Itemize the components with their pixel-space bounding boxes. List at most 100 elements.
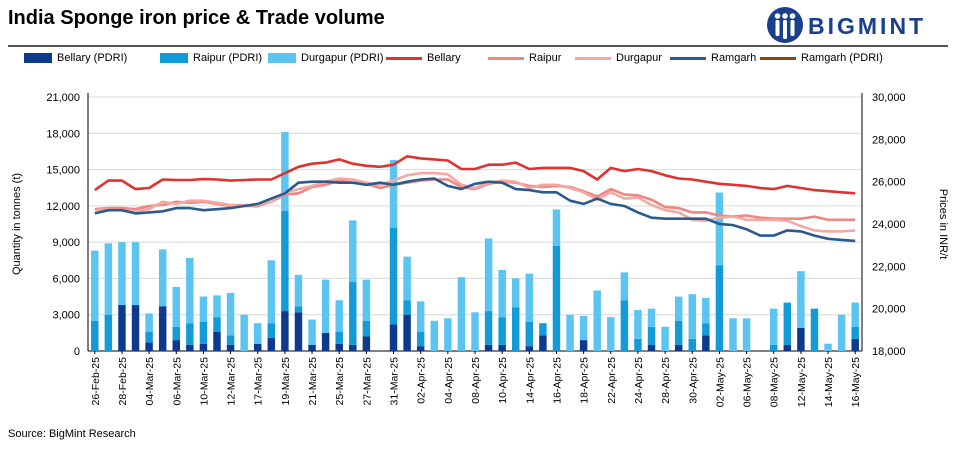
legend-label: Ramgarh: [711, 52, 757, 64]
legend-label: Raipur: [529, 52, 562, 64]
bar-segment: [512, 307, 520, 351]
legend-item: Durgapur: [575, 52, 662, 64]
bigmint-logo: BIGMINT: [766, 6, 946, 46]
bar-segment: [362, 320, 371, 337]
bar-segment: [552, 245, 561, 351]
bar-segment: [335, 300, 343, 332]
chart-legend: Bellary (PDRI) Raipur (PDRI) Durgapur (PDR…: [0, 52, 956, 68]
x-tick-label: 17-Mar-25: [253, 357, 265, 406]
x-tick-label: 10-Apr-25: [497, 357, 509, 404]
bar-segment: [199, 296, 208, 322]
legend-label: Durgapur: [616, 52, 662, 64]
bar-segment: [620, 272, 629, 301]
y2-tick-label: 18,000: [872, 346, 906, 358]
bar-segment: [267, 337, 276, 351]
x-tick-label: 27-Mar-25: [361, 357, 373, 406]
x-tick-label: 28-Apr-25: [660, 357, 672, 404]
title-divider: [8, 45, 948, 47]
bar-segment: [661, 326, 669, 351]
bar-segment: [607, 317, 615, 351]
bar-segment: [403, 256, 411, 301]
x-tick-label: 08-May-25: [769, 357, 781, 407]
x-tick-label: 25-Mar-25: [334, 357, 346, 406]
legend-swatch: [670, 56, 706, 60]
x-tick-label: 04-Apr-25: [443, 357, 455, 404]
bar-segment: [389, 324, 398, 351]
bar-segment: [213, 317, 221, 332]
x-tick-label: 22-Apr-25: [606, 357, 618, 404]
x-tick-label: 04-Mar-25: [144, 357, 156, 406]
bar-segment: [308, 344, 316, 351]
bar-segment: [281, 311, 289, 351]
bar-segment: [484, 344, 493, 351]
bar-segment: [349, 344, 357, 351]
y-tick-label: 9,000: [52, 237, 80, 249]
y2-tick-label: 22,000: [872, 261, 906, 273]
y2-tick-label: 20,000: [872, 304, 906, 316]
x-tick-label: 12-May-25: [796, 357, 808, 407]
bar-segment: [321, 279, 330, 333]
x-tick-label: 18-Apr-25: [579, 357, 591, 404]
bar-segment: [308, 319, 316, 345]
bar-segment: [403, 314, 411, 351]
legend-swatch: [24, 53, 52, 63]
bar-segment: [797, 328, 805, 351]
bar-segment: [131, 242, 140, 306]
y-tick-label: 6,000: [52, 273, 80, 285]
bar-segment: [851, 338, 859, 351]
bar-segment: [240, 314, 248, 351]
bar-segment: [729, 318, 737, 351]
bar-segment: [593, 290, 601, 351]
bar-segment: [647, 344, 656, 351]
bar-segment: [715, 192, 724, 266]
bar-segment: [810, 308, 819, 351]
bar-segment: [226, 344, 235, 351]
legend-swatch: [575, 56, 611, 60]
source-note: Source: BigMint Research: [8, 428, 136, 440]
legend-swatch: [760, 56, 796, 60]
bar-segment: [430, 320, 438, 351]
bar-segment: [797, 271, 805, 329]
bar-segment: [539, 323, 547, 336]
bar-segment: [186, 323, 194, 345]
bar-segment: [444, 318, 452, 351]
bar-segment: [498, 269, 506, 318]
bar-segment: [647, 326, 656, 345]
bar-segment: [172, 286, 180, 327]
bar-segment: [566, 314, 574, 351]
legend-label: Bellary (PDRI): [57, 52, 128, 64]
logo-wordmark: BIGMINT: [808, 13, 927, 39]
bar-segment: [335, 331, 343, 344]
series-line: [94, 171, 856, 233]
bar-segment: [254, 323, 262, 344]
bar-segment: [118, 242, 126, 306]
bar-segment: [321, 332, 330, 351]
y-tick-label: 12,000: [46, 201, 80, 213]
legend-item: Durgapur (PDRI): [268, 52, 384, 64]
bar-segment: [525, 346, 534, 351]
bar-segment: [186, 257, 194, 324]
legend-swatch: [160, 53, 188, 63]
bar-segment: [484, 238, 493, 312]
y-tick-label: 0: [74, 346, 80, 358]
bar-segment: [104, 314, 113, 351]
y-tick-label: 3,000: [52, 310, 80, 322]
bar-segment: [770, 344, 778, 351]
bar-segment: [512, 278, 520, 308]
bar-segment: [471, 312, 479, 351]
bar-segment: [145, 331, 153, 343]
legend-label: Bellary: [427, 52, 461, 64]
bar-segment: [457, 277, 466, 351]
bar-segment: [498, 344, 506, 351]
bar-segment: [145, 313, 153, 332]
bar-segment: [294, 274, 303, 307]
legend-label: Ramgarh (PDRI): [801, 52, 883, 64]
y2-tick-label: 28,000: [872, 134, 906, 146]
bar-segment: [172, 326, 180, 341]
bar-segment: [158, 249, 167, 307]
bar-segment: [851, 326, 859, 339]
bar-segment: [620, 300, 629, 351]
bar-segment: [525, 321, 534, 347]
bar-segment: [484, 311, 493, 345]
y-axis-title: Quantity in tonnes (t): [11, 173, 23, 275]
